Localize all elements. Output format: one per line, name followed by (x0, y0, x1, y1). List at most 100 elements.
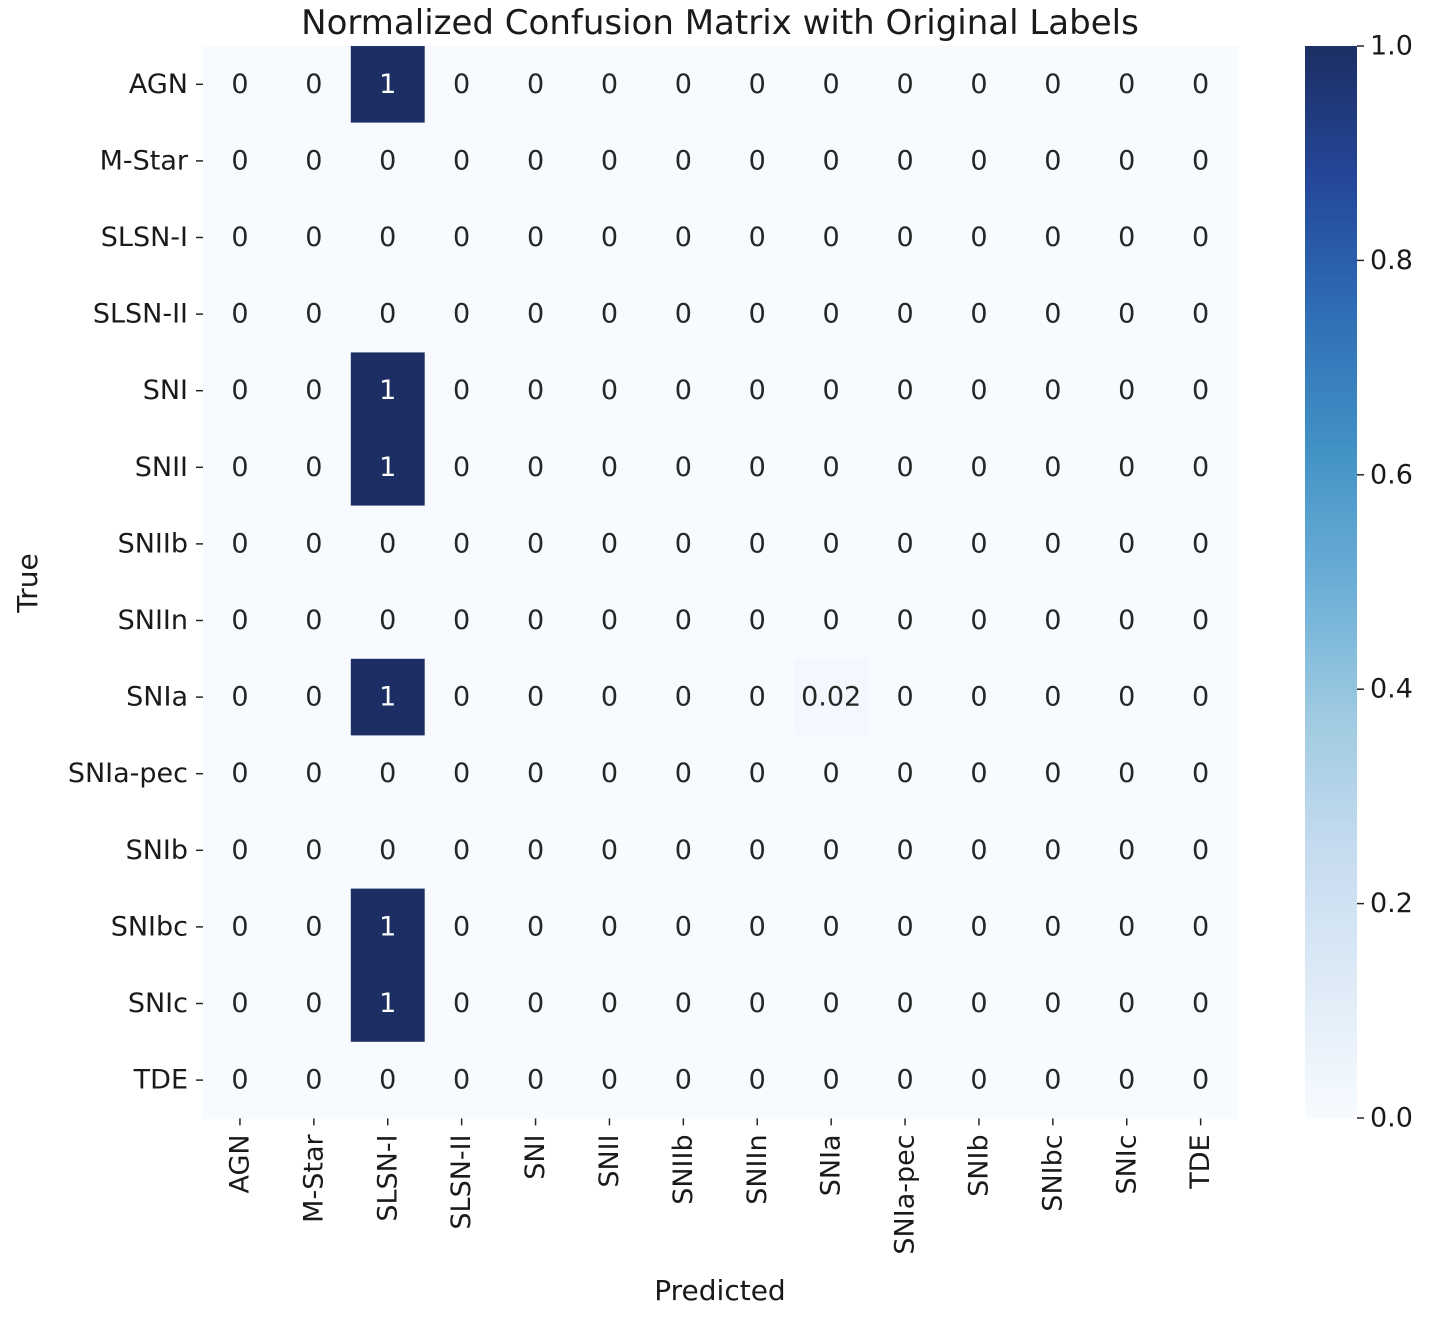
heatmap-cell (646, 965, 721, 1043)
y-tick-label: SNIa-pec (68, 758, 188, 789)
heatmap-cell (203, 505, 278, 583)
cell-annotation: 0 (601, 145, 618, 176)
heatmap-cell (1163, 812, 1239, 890)
cell-annotation: 0 (970, 375, 987, 406)
heatmap-cell (720, 582, 795, 660)
heatmap-cell (646, 888, 721, 966)
cell-annotation: 0 (305, 911, 322, 942)
heatmap-annotations: 0 0 1 0 0 0 0 0 0 0 0 0 0 0 0 0 0 0 0 0 0 0 0 0 0 0 0 0 0 0 0 0 0 0 0 0 0 0 0 0… (231, 69, 1209, 1096)
heatmap-cell (424, 888, 500, 966)
cell-annotation: 0 (823, 988, 840, 1019)
y-tick-label: SNI (143, 375, 188, 406)
heatmap-cell (1015, 122, 1091, 200)
heatmap-cell (1015, 199, 1091, 277)
cell-annotation: 0 (749, 452, 766, 483)
heatmap-cell (498, 429, 574, 507)
cell-annotation: 0 (1192, 988, 1209, 1019)
heatmap-cell (498, 735, 574, 813)
cell-annotation: 0 (1192, 758, 1209, 789)
heatmap-cell (646, 812, 721, 890)
cell-annotation: 0 (823, 299, 840, 330)
cell-annotation: 0 (1044, 758, 1061, 789)
cell-annotation: 0 (601, 222, 618, 253)
heatmap-cell (794, 888, 869, 966)
cell-annotation: 0 (970, 605, 987, 636)
cell-annotation: 0 (749, 528, 766, 559)
x-axis-ticks: AGN M-Star SLSN-I SLSN-II SNI SNII SNIIb SNIIn S… (224, 1118, 1216, 1255)
cell-annotation: 0 (970, 682, 987, 713)
heatmap-cell (203, 199, 278, 277)
heatmap-cell (203, 1041, 278, 1119)
cell-annotation: 0 (231, 605, 248, 636)
cell-annotation: 0 (601, 69, 618, 100)
heatmap-cell (868, 429, 943, 507)
chart-title: Normalized Confusion Matrix with Origina… (301, 3, 1139, 43)
heatmap-cell (942, 812, 1017, 890)
heatmap-cell (646, 352, 721, 430)
colorbar-tick-label: 1.0 (1370, 31, 1413, 62)
cell-annotation: 0 (527, 69, 544, 100)
cell-annotation: 0 (453, 1065, 470, 1096)
heatmap-cell (942, 1041, 1017, 1119)
cell-annotation: 0 (896, 528, 913, 559)
heatmap-cell (1089, 429, 1165, 507)
heatmap-cell (720, 812, 795, 890)
y-tick-label: SNII (135, 452, 188, 483)
heatmap-cell (498, 275, 574, 353)
heatmap-cell (720, 352, 795, 430)
heatmap-cell (1015, 1041, 1091, 1119)
cell-annotation: 0 (527, 988, 544, 1019)
cell-annotation: 1 (379, 375, 396, 406)
cell-annotation: 0 (749, 375, 766, 406)
heatmap-cell (572, 122, 647, 200)
heatmap-cell (424, 352, 500, 430)
cell-annotation: 0 (379, 758, 396, 789)
cell-annotation: 0 (305, 988, 322, 1019)
heatmap-cell (572, 199, 647, 277)
cell-annotation: 0 (527, 375, 544, 406)
cell-annotation: 0 (601, 758, 618, 789)
heatmap-cell (424, 735, 500, 813)
cell-annotation: 0 (379, 528, 396, 559)
heatmap-cell (424, 1041, 500, 1119)
x-tick-label: SNI (520, 1134, 551, 1179)
colorbar-tick-label: 0.0 (1370, 1103, 1413, 1134)
heatmap-cell (794, 965, 869, 1043)
y-tick-label: SNIIb (118, 528, 188, 559)
heatmap-cell (203, 965, 278, 1043)
cell-annotation: 0 (1044, 375, 1061, 406)
x-tick-label: SNIIb (668, 1134, 699, 1204)
heatmap-cell (572, 888, 647, 966)
heatmap-cell (720, 658, 795, 736)
colorbar-tick-label: 0.6 (1370, 459, 1413, 490)
cell-annotation: 0 (601, 375, 618, 406)
cell-annotation: 0 (749, 69, 766, 100)
cell-annotation: 0 (453, 682, 470, 713)
heatmap-cell (646, 505, 721, 583)
cell-annotation: 0 (1192, 452, 1209, 483)
heatmap-cell (350, 429, 426, 507)
cell-annotation: 0 (1044, 299, 1061, 330)
heatmap-cells (203, 46, 1239, 1119)
heatmap-cell (424, 429, 500, 507)
heatmap-cell (572, 658, 647, 736)
cell-annotation: 0 (675, 375, 692, 406)
heatmap-cell (498, 199, 574, 277)
cell-annotation: 0 (305, 222, 322, 253)
heatmap-cell (276, 888, 352, 966)
cell-annotation: 0 (1192, 835, 1209, 866)
y-tick-label: M-Star (100, 145, 189, 176)
heatmap-cell (1163, 658, 1239, 736)
heatmap-cell (794, 429, 869, 507)
heatmap-cell (1163, 46, 1239, 124)
cell-annotation: 0 (970, 988, 987, 1019)
heatmap-cell (498, 122, 574, 200)
heatmap-cell (794, 505, 869, 583)
heatmap-cell (276, 735, 352, 813)
x-tick-label: AGN (224, 1134, 255, 1193)
x-tick-label: SLSN-II (446, 1134, 477, 1229)
cell-annotation: 0 (970, 452, 987, 483)
cell-annotation: 0 (1118, 375, 1135, 406)
heatmap-cell (276, 275, 352, 353)
